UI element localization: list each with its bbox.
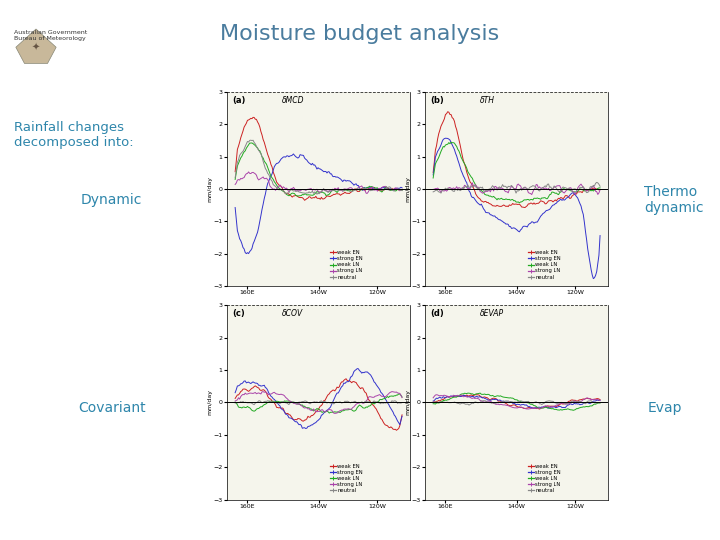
Y-axis label: mm/day: mm/day — [405, 176, 410, 202]
Text: Evap: Evap — [648, 401, 683, 415]
Text: Moisture budget analysis: Moisture budget analysis — [220, 24, 500, 44]
Y-axis label: mm/day: mm/day — [405, 389, 410, 415]
Polygon shape — [16, 29, 56, 63]
Text: δTH: δTH — [480, 96, 495, 105]
Text: Dynamic: Dynamic — [81, 193, 143, 207]
Text: (b): (b) — [431, 96, 444, 105]
Text: ✦: ✦ — [32, 42, 40, 52]
Text: Covariant: Covariant — [78, 401, 145, 415]
Text: Thermo
dynamic: Thermo dynamic — [644, 185, 704, 215]
Text: (a): (a) — [233, 96, 246, 105]
Text: δEVAP: δEVAP — [480, 309, 504, 318]
Text: δMCD: δMCD — [282, 96, 305, 105]
Legend: weak EN, strong EN, weak LN, strong LN, neutral: weak EN, strong EN, weak LN, strong LN, … — [328, 248, 365, 282]
Legend: weak EN, strong EN, weak LN, strong LN, neutral: weak EN, strong EN, weak LN, strong LN, … — [526, 462, 563, 495]
Y-axis label: mm/day: mm/day — [207, 176, 212, 202]
Text: (d): (d) — [431, 309, 444, 318]
Legend: weak EN, strong EN, weak LN, strong LN, neutral: weak EN, strong EN, weak LN, strong LN, … — [328, 462, 365, 495]
Legend: weak EN, strong EN, weak LN, strong LN, neutral: weak EN, strong EN, weak LN, strong LN, … — [526, 248, 563, 282]
Text: Australian Government
Bureau of Meteorology: Australian Government Bureau of Meteorol… — [14, 30, 88, 41]
Text: Rainfall changes
decomposed into:: Rainfall changes decomposed into: — [14, 121, 134, 149]
Text: (c): (c) — [233, 309, 245, 318]
Text: δCOV: δCOV — [282, 309, 303, 318]
Y-axis label: mm/day: mm/day — [207, 389, 212, 415]
